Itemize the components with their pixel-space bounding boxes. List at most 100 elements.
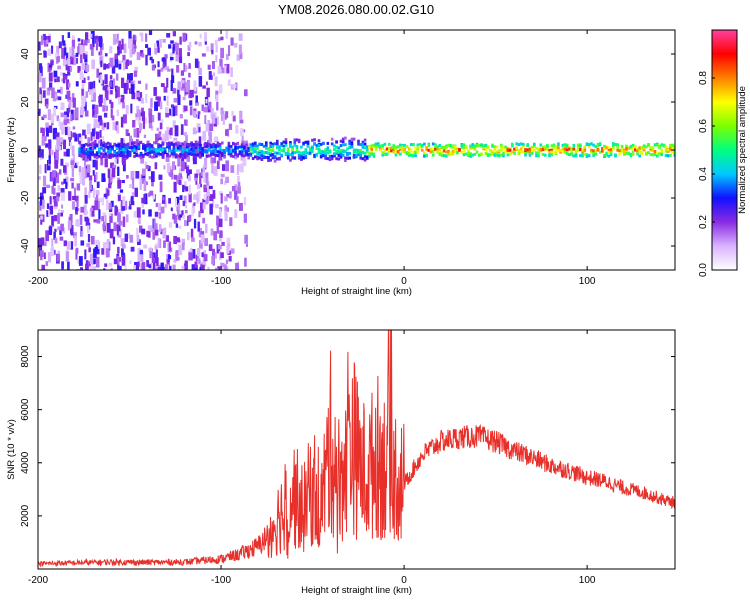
noise-cell xyxy=(163,227,167,239)
signal-cell xyxy=(163,151,167,155)
noise-cell xyxy=(114,53,118,64)
signal-cell xyxy=(273,155,277,159)
noise-cell xyxy=(215,45,218,53)
noise-cell xyxy=(66,79,70,90)
signal-cell xyxy=(469,146,472,150)
signal-cell xyxy=(199,146,202,150)
signal-cell xyxy=(434,143,437,147)
noise-cell xyxy=(59,121,64,130)
signal-cell xyxy=(581,152,584,156)
noise-cell xyxy=(224,196,228,202)
signal-cell xyxy=(300,155,303,159)
signal-cell xyxy=(671,150,674,154)
signal-cell xyxy=(664,145,668,149)
noise-cell xyxy=(230,248,235,254)
signal-cell xyxy=(612,142,615,146)
signal-cell xyxy=(80,144,84,148)
noise-cell xyxy=(102,79,106,85)
noise-cell xyxy=(102,223,105,230)
noise-cell xyxy=(187,231,190,241)
signal-cell xyxy=(78,147,81,151)
noise-cell xyxy=(117,262,120,270)
noise-cell xyxy=(162,63,165,69)
noise-cell xyxy=(92,170,95,176)
noise-cell xyxy=(84,39,88,46)
noise-cell xyxy=(52,175,56,187)
noise-cell xyxy=(109,46,113,54)
noise-cell xyxy=(132,40,136,47)
figure-title: YM08.2026.080.00.02.G10 xyxy=(278,2,434,17)
signal-cell xyxy=(359,143,362,147)
signal-cell xyxy=(91,153,94,157)
noise-cell xyxy=(42,199,45,209)
noise-cell xyxy=(147,47,151,56)
noise-cell xyxy=(198,210,201,218)
noise-cell xyxy=(89,33,93,38)
signal-cell xyxy=(359,156,362,160)
noise-cell xyxy=(39,250,44,257)
signal-cell xyxy=(390,149,393,152)
signal-cell xyxy=(359,151,362,155)
noise-cell xyxy=(95,190,100,196)
noise-cell xyxy=(47,87,52,91)
noise-cell xyxy=(243,213,247,223)
noise-cell xyxy=(81,88,84,100)
signal-cell xyxy=(251,150,255,154)
signal-cell xyxy=(216,153,220,157)
signal-cell xyxy=(526,148,529,152)
signal-cell xyxy=(185,145,189,149)
signal-cell xyxy=(304,154,308,158)
noise-cell xyxy=(96,181,100,188)
noise-cell xyxy=(158,224,162,232)
signal-cell xyxy=(300,151,303,155)
signal-cell xyxy=(333,148,336,152)
noise-cell xyxy=(65,181,68,189)
noise-cell xyxy=(108,183,112,189)
noise-cell xyxy=(182,32,187,42)
signal-cell xyxy=(399,143,402,147)
signal-cell xyxy=(293,143,297,147)
noise-cell xyxy=(117,255,120,265)
signal-cell xyxy=(84,152,88,156)
noise-cell xyxy=(184,162,187,170)
noise-cell xyxy=(191,264,195,270)
signal-cell xyxy=(502,151,505,155)
signal-cell xyxy=(502,146,505,150)
noise-cell xyxy=(41,214,45,223)
signal-cell xyxy=(653,143,657,147)
noise-cell xyxy=(209,203,213,215)
signal-cell xyxy=(535,151,538,155)
signal-cell xyxy=(207,154,211,158)
noise-cell xyxy=(93,110,96,116)
signal-cell xyxy=(363,146,367,150)
noise-cell xyxy=(234,184,238,191)
signal-cell xyxy=(533,144,536,148)
signal-cell xyxy=(627,146,630,150)
signal-cell xyxy=(181,150,185,154)
noise-cell xyxy=(38,72,42,83)
noise-cell xyxy=(84,110,89,117)
noise-cell xyxy=(194,261,198,269)
noise-cell xyxy=(106,239,110,250)
noise-cell xyxy=(117,212,121,222)
signal-cell xyxy=(344,156,347,160)
signal-cell xyxy=(469,152,472,156)
signal-cell xyxy=(89,147,92,150)
noise-cell xyxy=(93,92,96,102)
signal-cell xyxy=(177,141,180,145)
signal-cell xyxy=(581,154,584,158)
noise-cell xyxy=(119,265,122,270)
signal-cell xyxy=(170,150,174,153)
signal-cell xyxy=(284,138,288,142)
noise-cell xyxy=(127,133,130,137)
noise-cell xyxy=(50,113,54,124)
signal-cell xyxy=(572,144,576,147)
noise-cell xyxy=(106,64,110,69)
noise-cell xyxy=(94,174,97,183)
signal-cell xyxy=(93,143,97,147)
noise-cell xyxy=(180,87,185,91)
noise-cell xyxy=(209,123,214,132)
noise-cell xyxy=(172,31,176,37)
signal-cell xyxy=(131,149,134,153)
